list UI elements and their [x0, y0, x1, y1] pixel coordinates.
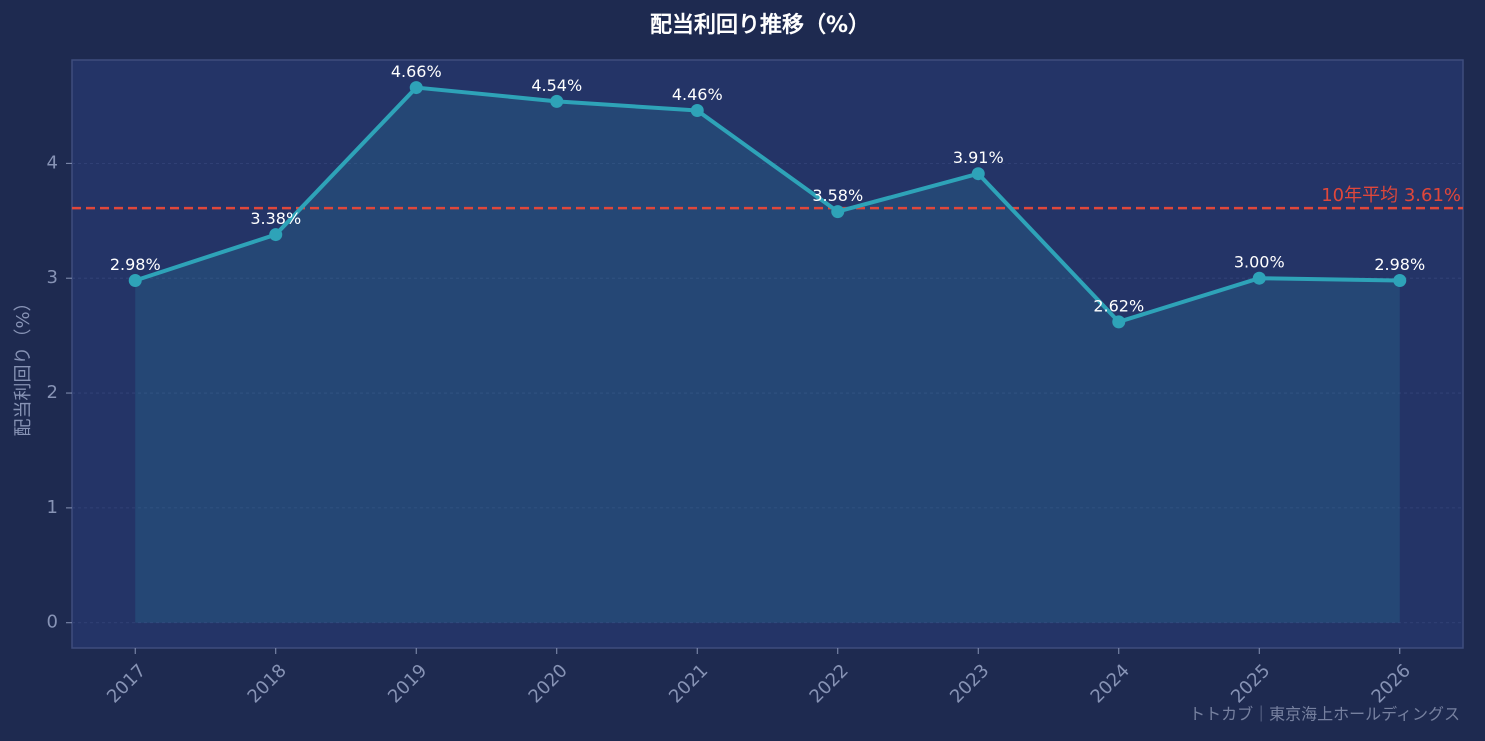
- chart-title: 配当利回り推移（%）: [650, 12, 870, 38]
- reference-label: 10年平均 3.61%: [1321, 185, 1461, 206]
- point: [1112, 315, 1126, 329]
- point: [550, 94, 564, 108]
- y-tick-label: 1: [47, 497, 58, 518]
- data-label: 4.66%: [391, 62, 442, 81]
- data-label: 3.00%: [1234, 253, 1285, 272]
- data-label: 3.91%: [953, 148, 1004, 167]
- y-tick-label: 0: [47, 612, 58, 633]
- y-tick-label: 4: [47, 152, 58, 173]
- line: [134, 85, 1400, 324]
- data-label: 3.38%: [250, 209, 301, 228]
- y-tick-label: 3: [47, 267, 58, 288]
- point: [690, 104, 704, 118]
- point: [409, 81, 423, 95]
- point: [1252, 271, 1266, 285]
- data-label: 2.98%: [1374, 255, 1425, 274]
- data-label: 3.58%: [812, 186, 863, 205]
- point: [269, 228, 283, 242]
- data-label: 2.62%: [1093, 296, 1144, 315]
- y-tick-label: 2: [47, 382, 58, 403]
- data-label: 4.54%: [531, 76, 582, 95]
- plot-area: [71, 59, 1464, 649]
- watermark: トトカブ｜東京海上ホールディングス: [1189, 705, 1460, 724]
- data-label: 4.46%: [672, 85, 723, 104]
- area: [135, 87, 1400, 623]
- point: [971, 167, 985, 181]
- point: [831, 205, 845, 219]
- data-label: 2.98%: [110, 255, 161, 274]
- point: [1393, 274, 1407, 287]
- y-axis-label: 配当利回り（%）: [13, 293, 34, 436]
- point: [128, 274, 142, 287]
